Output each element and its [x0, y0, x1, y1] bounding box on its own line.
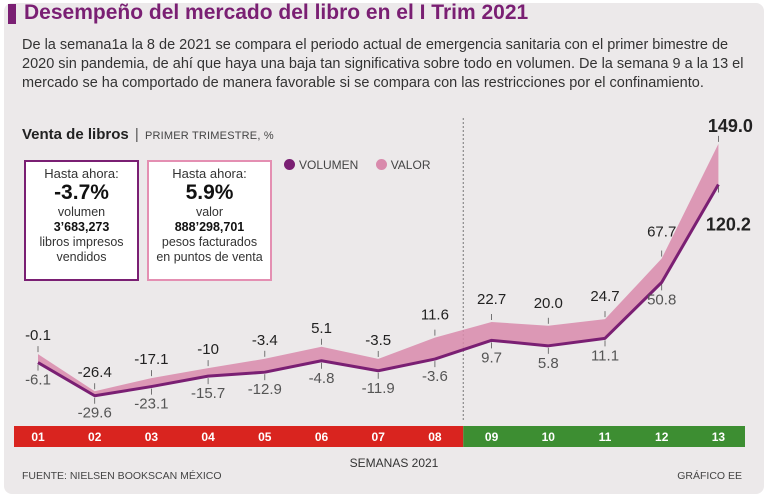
week-tick-label: 13: [712, 430, 726, 444]
week-tick-label: 06: [315, 430, 329, 444]
valor-label: -26.4: [78, 364, 112, 381]
week-tick-label: 12: [655, 430, 669, 444]
volumen-label: 5.8: [538, 355, 559, 372]
valor-label: -3.5: [365, 332, 391, 349]
value-summary-box: Hasta ahora: 5.9% valor 888’298,701 peso…: [147, 160, 272, 281]
volumen-label: 50.8: [647, 291, 676, 308]
credit-note: GRÁFICO EE: [677, 470, 742, 482]
volume-desc-1: libros impresos: [39, 235, 124, 249]
intro-paragraph: De la semana1a la 8 de 2021 se compara e…: [22, 37, 744, 91]
volume-summary-box: Hasta ahora: -3.7% volumen 3’683,273 lib…: [24, 160, 139, 281]
week-tick-label: 01: [31, 430, 45, 444]
legend-label-volumen: VOLUMEN: [299, 158, 359, 172]
volume-total: -3.7%: [54, 181, 109, 204]
value-label: valor: [195, 205, 224, 219]
source-note: FUENTE: NIELSEN BOOKSCAN MÉXICO: [22, 470, 222, 482]
weeks-bar-green: [463, 426, 745, 447]
week-tick-label: 08: [428, 430, 442, 444]
week-tick-label: 04: [201, 430, 215, 444]
weeks-bar-red: [14, 426, 464, 447]
page-title: Desempeño del mercado del libro en el I …: [24, 1, 529, 24]
valor-area: [38, 143, 719, 396]
valor-label: 67.7: [647, 224, 676, 241]
week-tick-label: 05: [258, 430, 272, 444]
volumen-label: -4.8: [309, 370, 335, 387]
volumen-label: -3.6: [422, 368, 448, 385]
chart-unit: PRIMER TRIMESTRE, %: [144, 130, 274, 142]
volumen-label: 120.2: [706, 215, 751, 235]
value-desc-1: pesos facturados: [161, 235, 258, 249]
volume-number: 3’683,273: [53, 220, 110, 234]
volumen-label: 9.7: [481, 349, 502, 366]
value-number: 888’298,701: [174, 220, 245, 234]
volumen-label: -6.1: [25, 372, 51, 389]
value-head: Hasta ahora:: [172, 166, 247, 181]
week-tick-label: 11: [599, 430, 612, 444]
volume-desc-2: vendidos: [56, 250, 107, 264]
chart-subtitle: Venta de libros | PRIMER TRIMESTRE, %: [22, 126, 274, 143]
volumen-label: -23.1: [134, 396, 168, 413]
volumen-label: 11.1: [591, 347, 619, 364]
title-accent-bar: [8, 4, 16, 24]
legend-item-valor: VALOR: [375, 158, 431, 172]
legend-dot-volumen: [284, 159, 295, 170]
week-tick-label: 03: [145, 430, 159, 444]
value-desc-2: en puntos de venta: [156, 250, 263, 264]
volume-head: Hasta ahora:: [44, 166, 119, 181]
valor-label: -0.1: [25, 327, 51, 344]
legend-dot-valor: [375, 159, 387, 170]
valor-label: -3.4: [252, 332, 278, 349]
valor-label: -17.1: [134, 351, 168, 368]
volumen-label: -12.9: [248, 381, 282, 398]
valor-label: 22.7: [477, 291, 506, 308]
chart-title: Venta de libros: [22, 126, 129, 143]
x-axis-title: SEMANAS 2021: [350, 456, 439, 470]
volumen-label: -29.6: [78, 405, 112, 422]
week-tick-label: 02: [88, 430, 102, 444]
valor-label: 11.6: [421, 307, 449, 324]
volumen-label: -15.7: [191, 385, 225, 402]
volumen-line: [37, 183, 720, 398]
valor-label: -10: [197, 341, 219, 358]
volumen-label: -11.9: [362, 380, 395, 397]
value-total: 5.9%: [185, 181, 234, 204]
legend-label-valor: VALOR: [390, 158, 431, 172]
legend-item-volumen: VOLUMEN: [284, 158, 362, 172]
chart-legend: VOLUMEN VALOR: [284, 158, 444, 172]
valor-label: 20.0: [534, 295, 563, 312]
valor-label: 24.7: [590, 288, 619, 305]
valor-label: 5.1: [311, 320, 332, 337]
week-tick-label: 07: [372, 430, 386, 444]
subtitle-separator: |: [134, 126, 139, 143]
week-tick-label: 09: [485, 430, 499, 444]
week-tick-label: 10: [542, 430, 556, 444]
valor-label: 149.0: [708, 116, 753, 136]
volume-label: volumen: [57, 205, 106, 219]
